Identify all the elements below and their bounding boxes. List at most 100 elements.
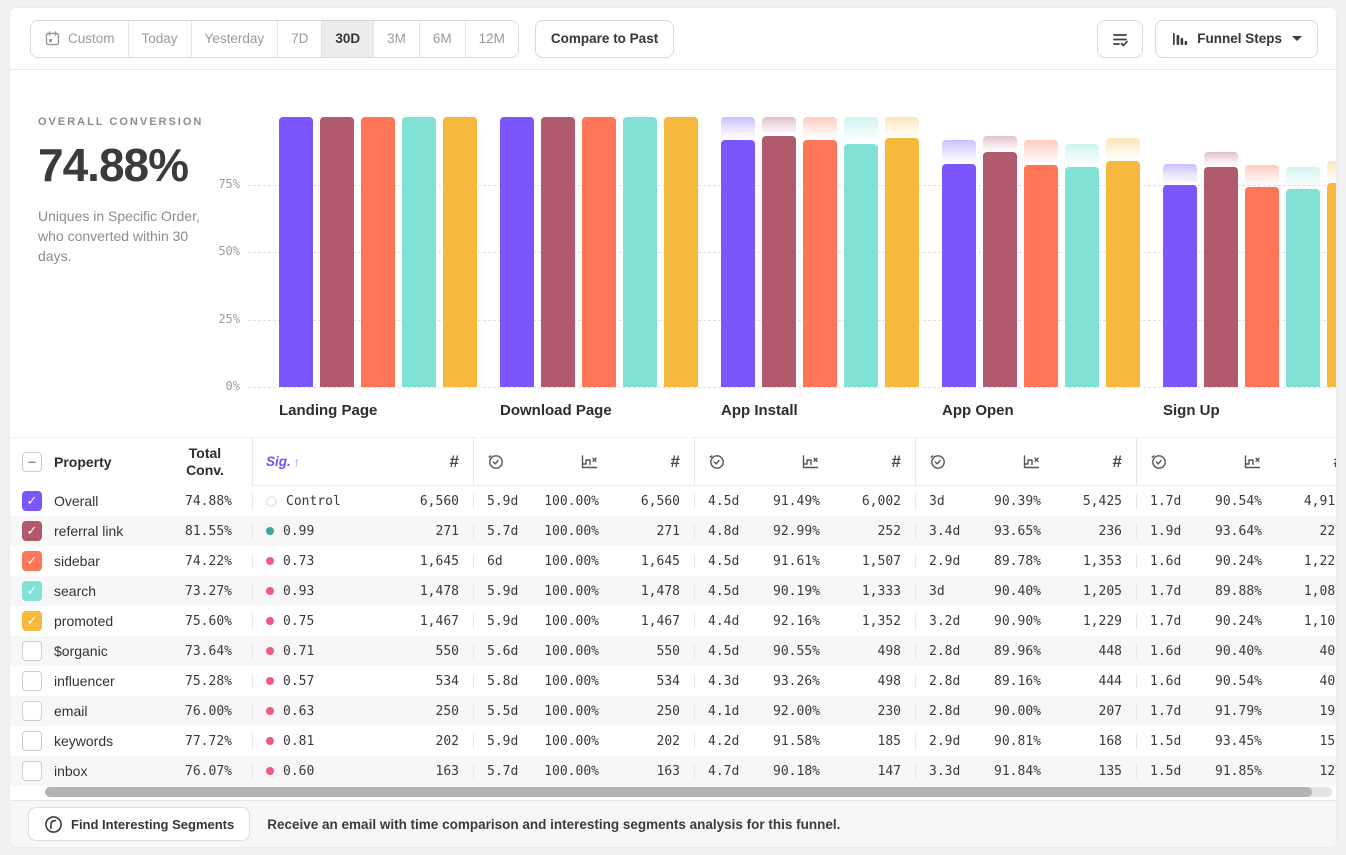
date-range-12m[interactable]: 12M	[464, 20, 518, 57]
row-left-cell: ✓ promoted 75.60%	[10, 611, 252, 631]
date-range-6m[interactable]: 6M	[418, 20, 465, 57]
bar-solid	[803, 139, 837, 387]
row-checkbox[interactable]	[22, 761, 42, 781]
time-column-header[interactable]	[474, 453, 542, 470]
bar-ghost-dropoff	[1065, 143, 1099, 167]
step-time-to-convert: 1.7d	[1150, 703, 1182, 719]
conversion-column-header[interactable]	[1205, 453, 1262, 470]
step-time-to-convert: 3d	[929, 583, 945, 599]
date-range-yesterday[interactable]: Yesterday	[190, 20, 278, 57]
time-column-header[interactable]	[916, 453, 984, 470]
funnel-bar-search-step5[interactable]	[1286, 117, 1320, 387]
funnel-bar-Overall-step5[interactable]	[1163, 117, 1197, 387]
date-range-3m[interactable]: 3M	[373, 20, 419, 57]
horizontal-scrollbar[interactable]	[45, 787, 1332, 797]
funnel-bar-search-step4[interactable]	[1065, 117, 1099, 387]
property-column-header[interactable]: Property	[54, 454, 112, 470]
funnel-bar-referral-link-step1[interactable]	[320, 117, 354, 387]
find-interesting-segments-label: Find Interesting Segments	[71, 816, 235, 832]
funnel-bar-promoted-step3[interactable]	[885, 117, 919, 387]
bar-ghost-dropoff	[1204, 151, 1238, 167]
step-time-to-convert: 2.8d	[929, 673, 961, 689]
funnel-bar-search-step1[interactable]	[402, 117, 436, 387]
total-conv-column-header[interactable]: Total Conv.	[186, 445, 224, 478]
conversion-column-header[interactable]	[763, 453, 820, 470]
property-name: inbox	[54, 763, 88, 779]
time-column-header[interactable]	[1137, 453, 1205, 470]
funnel-bar-promoted-step5[interactable]	[1327, 117, 1336, 387]
total-conversion-value: 74.22%	[185, 553, 232, 569]
bar-ghost-dropoff	[1245, 164, 1279, 187]
count-column-header[interactable]: #	[449, 451, 459, 471]
bar-solid	[361, 117, 395, 387]
select-all-checkbox[interactable]: −	[22, 452, 42, 472]
funnel-bar-search-step2[interactable]	[623, 117, 657, 387]
step-conversion-rate: 90.40%	[1215, 643, 1262, 659]
bar-solid	[1065, 166, 1099, 387]
funnel-bar-referral-link-step4[interactable]	[983, 117, 1017, 387]
funnel-bar-Overall-step3[interactable]	[721, 117, 755, 387]
conversion-column-header[interactable]	[984, 453, 1041, 470]
count-column-header[interactable]: #	[1262, 452, 1336, 472]
funnel-steps-dropdown[interactable]: Funnel Steps	[1155, 19, 1318, 58]
count-column-header[interactable]: #	[891, 451, 901, 471]
conversion-column-header[interactable]	[542, 453, 599, 470]
horizontal-scrollbar-thumb[interactable]	[45, 787, 1312, 797]
row-checkbox[interactable]: ✓	[22, 611, 42, 631]
funnel-bar-promoted-step4[interactable]	[1106, 117, 1140, 387]
row-checkbox[interactable]: ✓	[22, 551, 42, 571]
find-interesting-segments-button[interactable]: Find Interesting Segments	[28, 807, 251, 841]
list-check-button[interactable]	[1097, 19, 1144, 58]
funnel-bar-sidebar-step5[interactable]	[1245, 117, 1279, 387]
row-checkbox[interactable]: ✓	[22, 581, 42, 601]
sig-column-header[interactable]: Sig. ↑	[266, 454, 300, 469]
time-column-header[interactable]	[695, 453, 763, 470]
bar-solid	[983, 151, 1017, 387]
step-conversion-rate: 100.00%	[544, 583, 599, 599]
property-name: $organic	[54, 643, 108, 659]
funnel-bar-sidebar-step3[interactable]	[803, 117, 837, 387]
row-checkbox[interactable]	[22, 731, 42, 751]
total-conversion-value: 73.64%	[185, 643, 232, 659]
bar-ghost-dropoff	[942, 140, 976, 164]
funnel-bar-Overall-step4[interactable]	[942, 117, 976, 387]
row-checkbox[interactable]	[22, 701, 42, 721]
date-range-custom[interactable]: Custom	[31, 20, 128, 57]
funnel-bar-referral-link-step2[interactable]	[541, 117, 575, 387]
date-range-today[interactable]: Today	[127, 20, 191, 57]
sig-dot-pink	[266, 737, 274, 745]
step-count: 271	[656, 523, 680, 539]
funnel-bar-sidebar-step4[interactable]	[1024, 117, 1058, 387]
funnel-bar-sidebar-step1[interactable]	[361, 117, 395, 387]
date-range-30d[interactable]: 30D	[321, 20, 374, 57]
step-conversion-rate: 92.00%	[773, 703, 820, 719]
summary-label: OVERALL CONVERSION	[38, 116, 204, 128]
bar-solid	[500, 117, 534, 387]
funnel-bar-search-step3[interactable]	[844, 117, 878, 387]
step-conversion-rate: 90.40%	[994, 583, 1041, 599]
caret-down-icon	[1292, 36, 1302, 41]
row-checkbox[interactable]	[22, 641, 42, 661]
funnel-bar-promoted-step1[interactable]	[443, 117, 477, 387]
date-range-7d[interactable]: 7D	[277, 20, 322, 57]
funnel-bar-referral-link-step5[interactable]	[1204, 117, 1238, 387]
row-checkbox[interactable]: ✓	[22, 521, 42, 541]
row-checkbox[interactable]: ✓	[22, 491, 42, 511]
count-column-header[interactable]: #	[1112, 451, 1122, 471]
compare-to-past-button[interactable]: Compare to Past	[534, 19, 675, 58]
step1-count: 1,478	[419, 583, 459, 599]
funnel-bar-Overall-step1[interactable]	[279, 117, 313, 387]
clock-check-icon	[488, 455, 503, 469]
step-conversion-rate: 90.00%	[994, 703, 1041, 719]
step-time-to-convert: 4.7d	[708, 763, 740, 779]
row-checkbox[interactable]	[22, 671, 42, 691]
footer-bar: Find Interesting Segments Receive an ema…	[10, 800, 1336, 847]
date-range-label: Yesterday	[204, 31, 265, 46]
sig-value: 0.93	[283, 583, 315, 599]
funnel-bar-sidebar-step2[interactable]	[582, 117, 616, 387]
funnel-bar-promoted-step2[interactable]	[664, 117, 698, 387]
funnel-bar-Overall-step2[interactable]	[500, 117, 534, 387]
funnel-bar-referral-link-step3[interactable]	[762, 117, 796, 387]
count-column-header[interactable]: #	[670, 451, 680, 471]
step-count: 1,229	[1082, 613, 1122, 629]
